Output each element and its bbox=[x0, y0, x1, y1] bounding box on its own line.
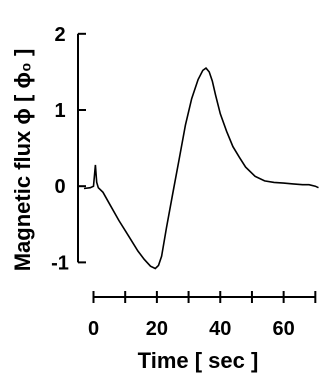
x-tick-label: 0 bbox=[88, 318, 99, 340]
x-tick-label: 60 bbox=[273, 318, 295, 340]
y-tick-label: 1 bbox=[54, 100, 65, 122]
y-tick-label: 0 bbox=[54, 176, 65, 198]
y-axis-ticks bbox=[78, 32, 86, 264]
y-tick-label: 2 bbox=[54, 24, 65, 46]
y-axis-tick-labels: -1 0 1 2 bbox=[51, 24, 69, 275]
x-tick-label: 40 bbox=[209, 318, 231, 340]
flux-series-line bbox=[83, 67, 319, 270]
y-tick-label: -1 bbox=[51, 252, 69, 274]
x-axis-ticks bbox=[92, 291, 317, 303]
x-axis-label: Time [ sec ] bbox=[138, 348, 259, 373]
y-axis-label: Magnetic flux ϕ [ ϕ₀ ] bbox=[10, 49, 35, 272]
x-tick-label: 20 bbox=[146, 318, 168, 340]
x-axis-tick-labels: 0 20 40 60 bbox=[88, 318, 295, 340]
